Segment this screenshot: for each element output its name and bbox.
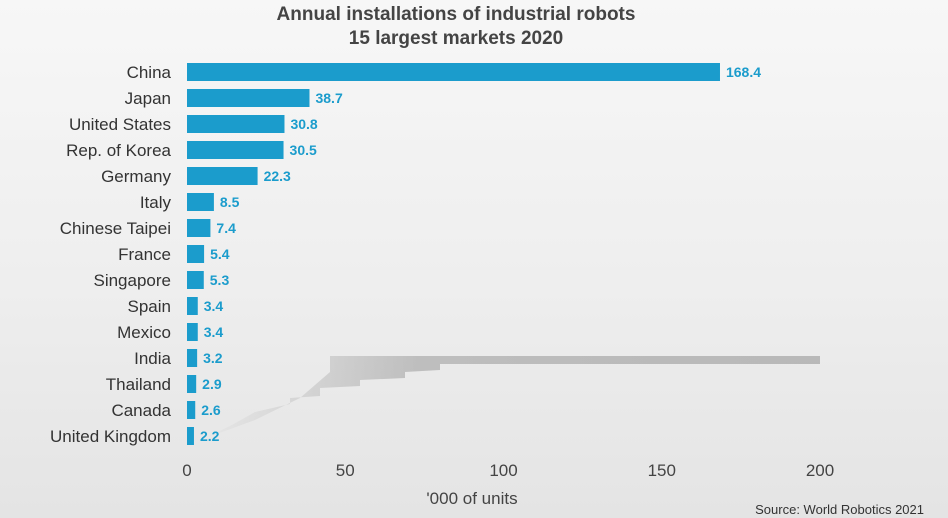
bar	[187, 297, 198, 315]
bar	[187, 141, 284, 159]
bars-group	[187, 63, 720, 445]
x-tick-label: 150	[648, 461, 676, 480]
value-label: 8.5	[220, 194, 240, 210]
category-label: Italy	[140, 193, 172, 212]
category-label: Rep. of Korea	[66, 141, 171, 160]
bar	[187, 245, 205, 263]
category-label: United Kingdom	[50, 427, 171, 446]
category-label: Germany	[101, 167, 171, 186]
bar	[187, 401, 196, 419]
bar	[187, 375, 197, 393]
category-label: Mexico	[117, 323, 171, 342]
value-label: 7.4	[216, 220, 236, 236]
bar	[187, 63, 720, 81]
category-label: Chinese Taipei	[60, 219, 171, 238]
value-label: 3.4	[204, 324, 224, 340]
category-label: Thailand	[106, 375, 171, 394]
value-label: 30.5	[290, 142, 317, 158]
x-tick-label: 0	[182, 461, 191, 480]
bar	[187, 349, 198, 367]
value-label: 168.4	[726, 64, 761, 80]
category-labels: China Japan United States Rep. of Korea Germ…	[50, 63, 172, 446]
value-label: 38.7	[315, 90, 342, 106]
category-label: Canada	[111, 401, 171, 420]
bar	[187, 193, 214, 211]
source-note: Source: World Robotics 2021	[755, 502, 924, 517]
value-label: 22.3	[264, 168, 291, 184]
value-label: 3.2	[203, 350, 223, 366]
value-label: 5.4	[210, 246, 230, 262]
value-label: 2.2	[200, 428, 220, 444]
bar	[187, 89, 310, 107]
category-label: China	[127, 63, 172, 82]
bar	[187, 323, 198, 341]
category-label: United States	[69, 115, 171, 134]
value-label: 2.6	[201, 402, 221, 418]
x-tick-label: 200	[806, 461, 834, 480]
x-axis-ticks: 0 50 100 150 200	[182, 461, 834, 480]
value-labels: 168.4 38.7 30.8 30.5 22.3 8.5 7.4 5.4 5.3 3.4 3.4 3…	[200, 64, 761, 444]
category-label: India	[134, 349, 171, 368]
category-label: France	[118, 245, 171, 264]
x-tick-label: 100	[489, 461, 517, 480]
value-label: 30.8	[290, 116, 317, 132]
bar	[187, 219, 211, 237]
value-label: 3.4	[204, 298, 224, 314]
bar	[187, 115, 285, 133]
bar	[187, 167, 258, 185]
value-label: 5.3	[210, 272, 230, 288]
bar	[187, 271, 204, 289]
decorative-shadow	[200, 356, 820, 440]
chart-subtitle: 15 largest markets 2020	[349, 28, 563, 49]
chart-title: Annual installations of industrial robot…	[277, 4, 636, 25]
bar	[187, 427, 194, 445]
category-label: Japan	[125, 89, 171, 108]
value-label: 2.9	[202, 376, 222, 392]
x-tick-label: 50	[336, 461, 355, 480]
category-label: Singapore	[93, 271, 171, 290]
x-axis-title: '000 of units	[426, 489, 517, 508]
category-label: Spain	[128, 297, 171, 316]
